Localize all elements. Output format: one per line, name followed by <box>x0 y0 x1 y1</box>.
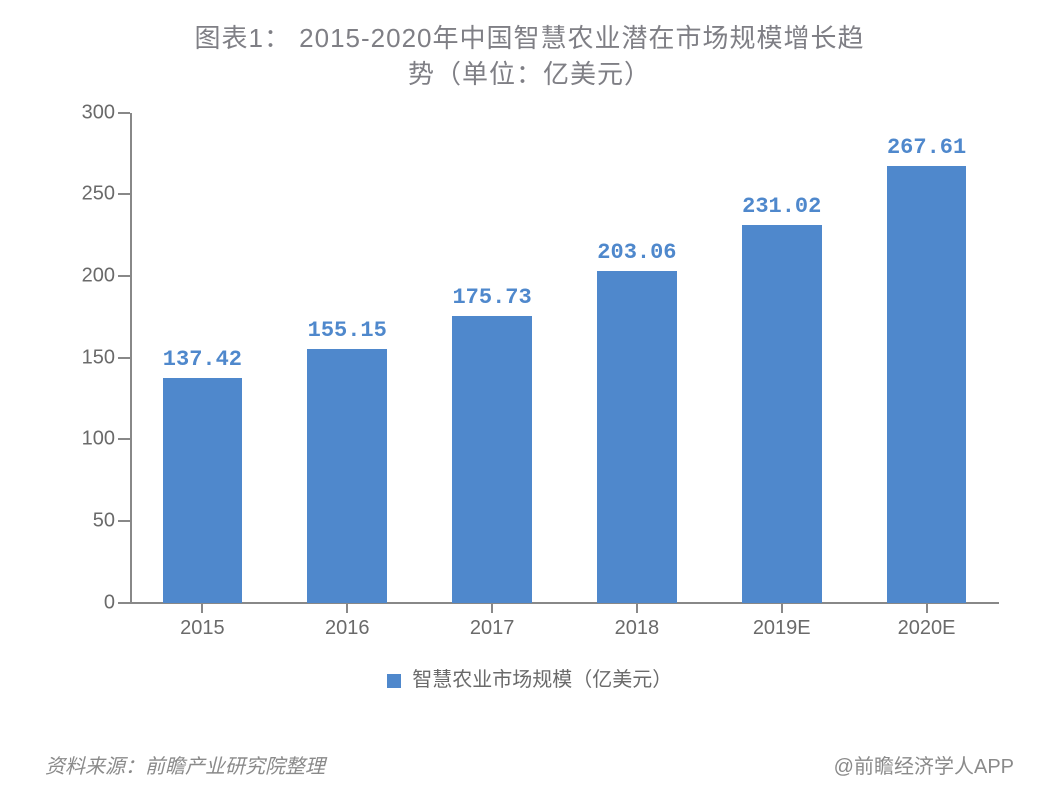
bar-value-label: 137.42 <box>163 347 242 372</box>
x-tick-label: 2020E <box>898 617 956 640</box>
bar-slot: 267.612020E <box>887 113 967 603</box>
legend: 智慧农业市场规模（亿美元） <box>0 663 1059 692</box>
bar-slot: 155.152016 <box>307 113 387 603</box>
bar-slot: 203.062018 <box>597 113 677 603</box>
x-tick <box>926 603 928 613</box>
x-tick-label: 2017 <box>470 617 515 640</box>
bar-value-label: 203.06 <box>597 240 676 265</box>
x-tick <box>346 603 348 613</box>
y-tick-label: 50 <box>60 510 115 533</box>
brand-label: @前瞻经济学人APP <box>834 750 1014 779</box>
x-tick-label: 2018 <box>615 617 660 640</box>
chart-title-line1: 图表1： 2015-2020年中国智慧农业潜在市场规模增长趋 <box>194 23 864 53</box>
bars-layer: 137.422015 155.152016 175.732017 203.062018… <box>130 113 999 603</box>
bar-slot: 137.422015 <box>163 113 243 603</box>
y-tick-label: 150 <box>60 346 115 369</box>
source-label: 资料来源：前瞻产业研究院整理 <box>45 750 325 779</box>
bar-slot: 175.732017 <box>452 113 532 603</box>
y-tick <box>118 275 130 277</box>
y-tick-label: 250 <box>60 183 115 206</box>
y-tick <box>118 357 130 359</box>
bar: 155.15 <box>307 349 387 602</box>
legend-swatch <box>387 674 401 688</box>
x-tick <box>781 603 783 613</box>
bar-slot: 231.022019E <box>742 113 822 603</box>
chart-footer: 资料来源：前瞻产业研究院整理 @前瞻经济学人APP <box>45 750 1014 779</box>
bar: 203.06 <box>597 271 677 603</box>
x-tick-label: 2016 <box>325 617 370 640</box>
bar-value-label: 231.02 <box>742 194 821 219</box>
chart-title-line2: 势（单位：亿美元） <box>408 59 651 89</box>
bar-value-label: 175.73 <box>452 285 531 310</box>
y-tick-label: 300 <box>60 101 115 124</box>
y-tick <box>118 520 130 522</box>
bar: 175.73 <box>452 316 532 603</box>
chart-title: 图表1： 2015-2020年中国智慧农业潜在市场规模增长趋 势（单位：亿美元） <box>0 10 1059 113</box>
y-tick <box>118 112 130 114</box>
bar: 267.61 <box>887 166 967 603</box>
x-tick-label: 2015 <box>180 617 225 640</box>
x-tick <box>491 603 493 613</box>
x-tick-label: 2019E <box>753 617 811 640</box>
plot-area: 137.422015 155.152016 175.732017 203.062018… <box>130 113 999 603</box>
bar: 137.42 <box>163 378 243 602</box>
x-tick <box>636 603 638 613</box>
y-tick-label: 100 <box>60 428 115 451</box>
bar-value-label: 267.61 <box>887 135 966 160</box>
y-tick <box>118 602 130 604</box>
bar-value-label: 155.15 <box>308 318 387 343</box>
y-tick <box>118 438 130 440</box>
bar: 231.02 <box>742 225 822 602</box>
y-tick <box>118 193 130 195</box>
legend-label: 智慧农业市场规模（亿美元） <box>412 669 672 691</box>
chart-container: 图表1： 2015-2020年中国智慧农业潜在市场规模增长趋 势（单位：亿美元）… <box>0 0 1059 809</box>
y-tick-label: 200 <box>60 265 115 288</box>
y-tick-label: 0 <box>60 591 115 614</box>
x-tick <box>201 603 203 613</box>
